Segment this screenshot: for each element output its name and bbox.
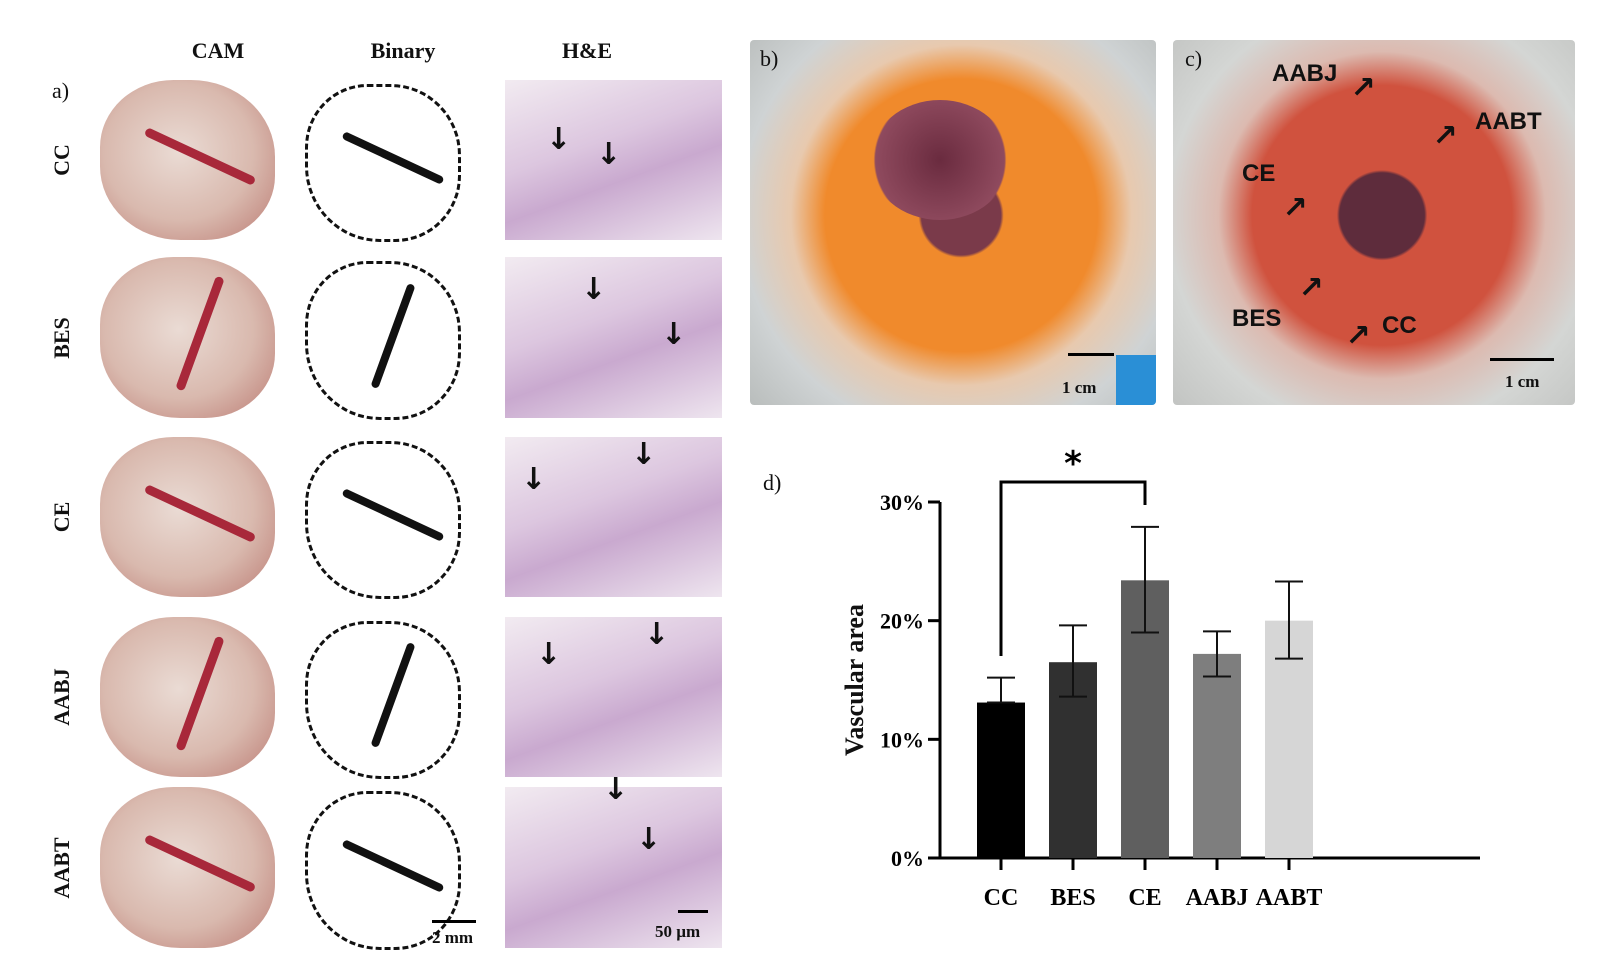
panel-a-label: a) <box>52 78 70 103</box>
arrow-down-icon: ↓ <box>631 437 657 472</box>
binary-image-ce <box>305 441 461 599</box>
y-axis-label: Vascular area <box>840 604 869 756</box>
arrow-down-icon: ↓ <box>636 822 662 857</box>
arrow-down-icon: ↓ <box>581 272 607 307</box>
bar-aabt <box>1265 620 1313 858</box>
scale-bar-2mm <box>432 920 476 923</box>
annotation-ce: CE <box>1242 160 1276 187</box>
arrow-down-icon: ↓ <box>546 122 572 157</box>
panel-b-label: b) <box>760 46 779 71</box>
annotation-aabj: AABJ <box>1272 60 1338 87</box>
x-tick-label-bes: BES <box>1050 885 1095 911</box>
x-tick-label-cc: CC <box>984 885 1019 911</box>
x-tick-label-ce: CE <box>1128 885 1161 911</box>
blue-corner <box>1116 355 1156 405</box>
scale-bar-label-b: 1 cm <box>1062 378 1097 397</box>
y-tick-label: 20% <box>880 609 924 634</box>
arrow-down-icon: ↓ <box>661 317 687 352</box>
scale-bar-50um <box>678 910 708 913</box>
egg-photo-b <box>750 40 1156 405</box>
panel-d-label: d) <box>763 470 782 495</box>
bar-cc <box>977 702 1025 858</box>
cam-image-aabt <box>100 787 275 948</box>
x-tick-label-aabt: AABT <box>1256 885 1323 911</box>
arrow-down-icon: ↓ <box>596 137 622 172</box>
he-image-aabj <box>505 617 722 777</box>
panel-c-label: c) <box>1185 46 1203 71</box>
scale-bar-label-c: 1 cm <box>1505 372 1540 391</box>
significance-bracket <box>999 480 1147 656</box>
embryo <box>870 100 1010 220</box>
arrow-down-icon: ↓ <box>644 617 670 652</box>
annotation-bes: BES <box>1232 305 1282 332</box>
binary-image-cc <box>305 84 461 242</box>
cam-image-bes <box>100 257 275 418</box>
egg-photo-c <box>1173 40 1575 405</box>
y-tick-label: 0% <box>891 846 924 871</box>
annotation-cc: CC <box>1382 312 1417 339</box>
scale-bar-label-2mm: 2 mm <box>432 928 474 947</box>
scale-bar-label-50um: 50 µm <box>655 922 701 941</box>
column-header-he: H&E <box>561 38 613 63</box>
y-tick-label: 30% <box>880 490 924 515</box>
binary-image-bes <box>305 261 461 420</box>
cam-image-cc <box>100 80 275 240</box>
he-image-ce <box>505 437 722 597</box>
column-header-cam: CAM <box>191 38 245 63</box>
he-image-aabt <box>505 787 722 948</box>
cam-image-aabj <box>100 617 275 777</box>
binary-image-aabj <box>305 621 461 779</box>
cam-image-ce <box>100 437 275 597</box>
bar-aabj <box>1193 653 1241 858</box>
x-tick-label-aabj: AABJ <box>1186 885 1249 911</box>
column-header-binary: Binary <box>370 38 436 63</box>
binary-image-aabt <box>305 791 461 950</box>
scale-bar-c <box>1490 358 1554 361</box>
arrow-down-icon: ↓ <box>521 462 547 497</box>
he-image-bes <box>505 257 722 418</box>
arrow-down-icon: ↓ <box>603 772 629 807</box>
annotation-aabt: AABT <box>1475 108 1542 135</box>
significance-star: * <box>1064 444 1082 484</box>
arrow-down-icon: ↓ <box>536 637 562 672</box>
y-tick-label: 10% <box>880 727 924 752</box>
scale-bar-b <box>1068 353 1114 356</box>
he-image-cc <box>505 80 722 240</box>
